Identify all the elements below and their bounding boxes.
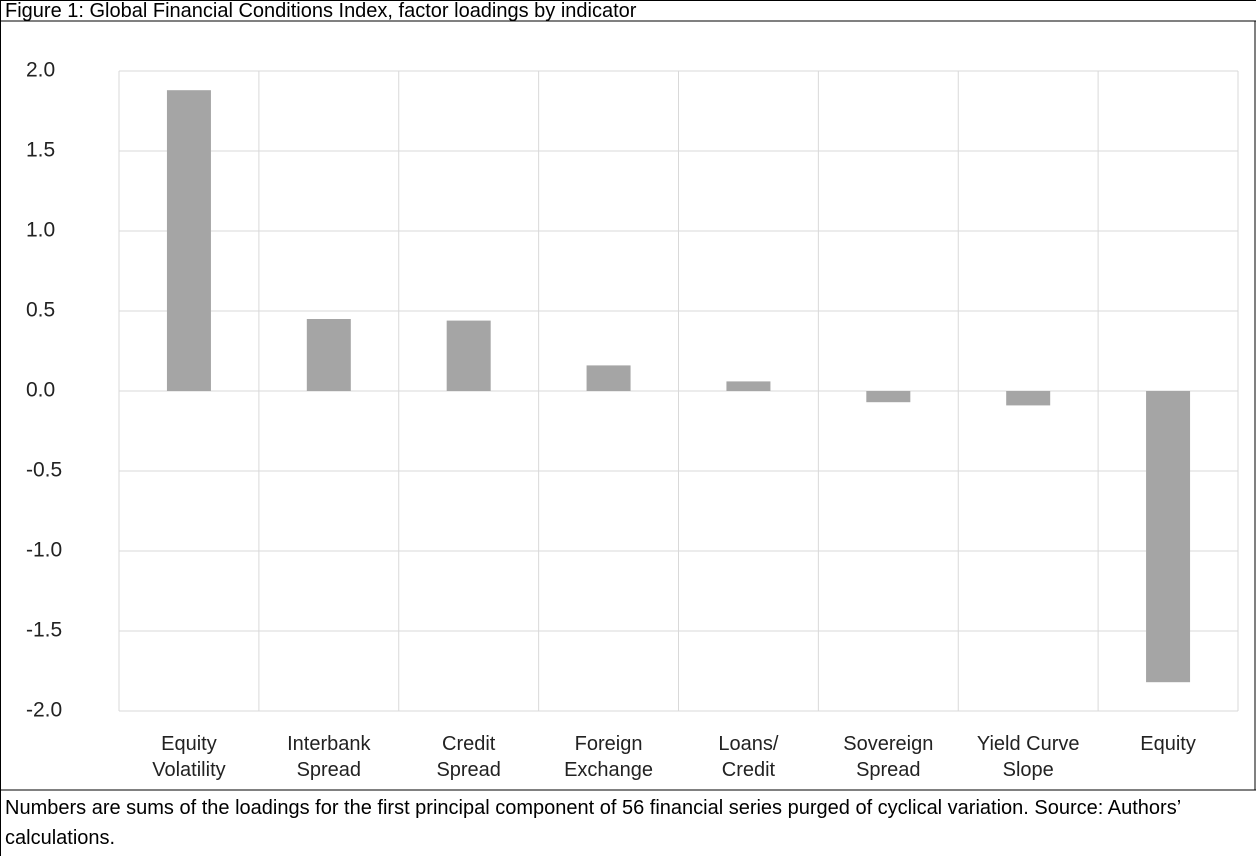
y-tick-label: -0.5: [26, 459, 62, 482]
bar: [446, 320, 491, 391]
chart-title: Figure 1: Global Financial Conditions In…: [5, 0, 637, 22]
x-tick-label: Loans/ Credit: [718, 733, 779, 781]
x-tick-label: Interbank Spread: [287, 733, 371, 781]
x-tick-label: Equity: [1140, 733, 1196, 755]
x-tick-label: Yield Curve Slope: [976, 733, 1080, 781]
y-tick-label: -1.5: [26, 619, 62, 642]
bar: [586, 365, 631, 391]
y-tick-label: 1.0: [26, 219, 55, 242]
x-tick-label: Equity Volatility: [152, 733, 226, 781]
bar: [1146, 391, 1191, 683]
bar: [166, 90, 211, 391]
y-tick-label: 0.5: [26, 299, 55, 322]
bar: [306, 319, 351, 391]
x-tick-label: Sovereign Spread: [843, 733, 934, 781]
y-tick-label: -1.0: [26, 539, 62, 562]
bar: [1006, 391, 1051, 406]
y-tick-label: 1.5: [26, 139, 55, 162]
x-tick-label: Foreign Exchange: [564, 733, 654, 781]
y-tick-label: 2.0: [26, 59, 55, 82]
bar: [726, 381, 771, 391]
bar: [866, 391, 911, 403]
y-tick-label: -2.0: [26, 699, 62, 722]
y-tick-label: 0.0: [26, 379, 55, 402]
footnote: Numbers are sums of the loadings for the…: [5, 797, 1181, 849]
x-tick-label: Credit Spread: [436, 733, 501, 781]
